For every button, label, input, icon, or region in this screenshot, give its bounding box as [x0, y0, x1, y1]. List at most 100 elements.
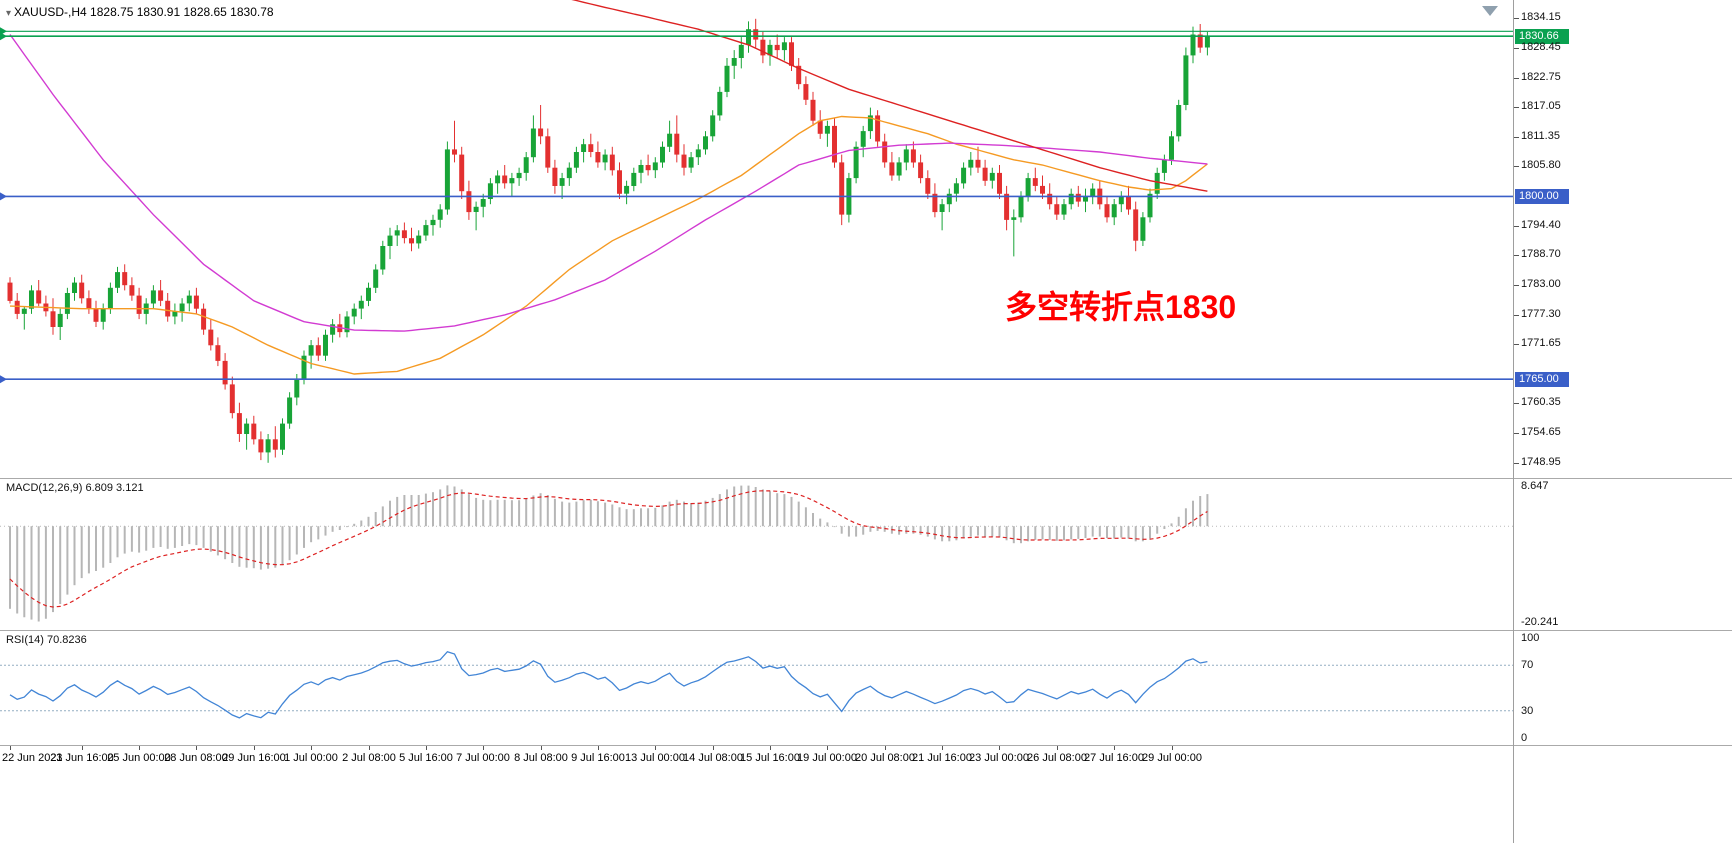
bull-candle — [1176, 105, 1182, 137]
price-tag: 1765.00 — [1515, 371, 1569, 387]
bear-candle — [774, 44, 780, 51]
bull-candle — [473, 206, 479, 212]
bull-candle — [573, 152, 579, 168]
ma-mid-magenta — [9, 34, 1208, 332]
time-axis-label: 29 Jul 00:00 — [1142, 752, 1202, 764]
bear-candle — [122, 272, 128, 286]
bull-candle — [530, 128, 536, 158]
time-axis-tick — [311, 746, 312, 750]
price-axis-tick — [1514, 285, 1519, 286]
bear-candle — [452, 149, 457, 155]
bear-candle — [817, 120, 823, 134]
bull-candle — [323, 334, 328, 356]
price-chart-canvas[interactable] — [0, 0, 1513, 478]
panel-divider-rsi[interactable] — [0, 630, 1732, 631]
price-scale-label: 1811.35 — [1521, 130, 1560, 143]
bear-candle — [36, 290, 42, 304]
bull-candle — [437, 209, 443, 220]
bear-candle — [1133, 209, 1139, 241]
bull-candle — [638, 165, 644, 173]
bear-candle — [466, 191, 472, 213]
symbol-marker-icon: ▾ — [6, 8, 12, 19]
bear-candle — [50, 311, 56, 327]
time-axis-tick — [82, 746, 83, 750]
bear-candle — [208, 329, 214, 346]
price-axis-tick — [1514, 344, 1519, 345]
macd-panel-canvas[interactable] — [0, 479, 1513, 630]
price-axis-tick — [1514, 226, 1519, 227]
annotation-text[interactable]: 多空转折点1830 — [1005, 289, 1237, 325]
bull-candle — [624, 185, 630, 194]
time-axis-label: 1 Jul 00:00 — [284, 752, 338, 764]
bear-candle — [803, 84, 809, 100]
bull-candle — [781, 42, 787, 51]
bull-candle — [244, 423, 250, 434]
bear-candle — [925, 178, 931, 194]
symbol-ohlc-label: XAUUSD-,H4 1828.75 1830.91 1828.65 1830.… — [14, 5, 274, 19]
bull-candle — [824, 125, 830, 134]
chart-shift-marker-icon[interactable] — [1482, 6, 1498, 16]
time-axis-label: 26 Jul 08:00 — [1027, 752, 1087, 764]
bull-candle — [602, 154, 608, 163]
bull-candle — [710, 115, 716, 137]
bull-candle — [903, 149, 909, 163]
bear-candle — [997, 172, 1002, 194]
bull-candle — [1068, 193, 1074, 205]
bull-candle — [1011, 217, 1017, 220]
bear-candle — [538, 128, 544, 137]
bull-candle — [1018, 196, 1024, 218]
bull-candle — [581, 144, 587, 152]
bear-candle — [215, 345, 221, 361]
bull-candle — [961, 167, 967, 184]
line-anchor-icon — [0, 192, 7, 201]
bear-candle — [1032, 178, 1038, 186]
bear-candle — [545, 136, 551, 168]
bull-candle — [1025, 178, 1031, 197]
bull-candle — [1154, 172, 1160, 194]
bear-candle — [753, 29, 759, 40]
bear-candle — [272, 439, 278, 450]
time-axis-label: 14 Jul 08:00 — [683, 752, 743, 764]
macd-scale-label: -20.241 — [1521, 615, 1559, 628]
time-axis-tick — [770, 746, 771, 750]
time-axis-tick — [139, 746, 140, 750]
time-axis[interactable]: 22 Jun 2021 23 Jun 16:00 25 Jun 00:00 28 Ju… — [0, 746, 1513, 776]
bull-candle — [72, 282, 77, 293]
rsi-line — [9, 650, 1208, 719]
bear-candle — [79, 282, 85, 299]
time-axis-label: 29 Jun 16:00 — [222, 752, 286, 764]
price-scale-label: 1760.35 — [1521, 396, 1561, 409]
time-axis-tick — [999, 746, 1000, 750]
price-axis-tick — [1514, 48, 1519, 49]
price-axis[interactable]: 1830.66 1800.00 1765.00 1834.15 1828.45 1822.… — [1513, 0, 1732, 843]
bear-candle — [251, 423, 257, 440]
time-axis-tick — [254, 746, 255, 750]
time-axis-tick — [598, 746, 599, 750]
bull-candle — [746, 29, 751, 45]
bull-candle — [1083, 196, 1088, 202]
bear-candle — [588, 144, 594, 152]
rsi-panel-canvas[interactable] — [0, 631, 1513, 745]
bull-candle — [294, 379, 300, 398]
time-axis-tick — [541, 746, 542, 750]
bull-candle — [1090, 188, 1096, 197]
bull-candle — [1204, 35, 1210, 48]
bear-candle — [459, 154, 465, 192]
bull-candle — [667, 133, 673, 147]
time-axis-label: 20 Jul 08:00 — [855, 752, 915, 764]
macd-scale-label: 8.647 — [1521, 480, 1549, 492]
time-axis-label: 23 Jun 16:00 — [50, 752, 114, 764]
bear-candle — [595, 152, 601, 163]
rsi-scale-label: 30 — [1521, 704, 1534, 717]
bull-candle — [430, 219, 436, 226]
chart-header: ▾ XAUUSD-,H4 1828.75 1830.91 1828.65 1830… — [6, 5, 274, 19]
time-axis-tick — [827, 746, 828, 750]
bear-candle — [832, 125, 837, 163]
bear-candle — [810, 99, 816, 121]
panel-divider-macd[interactable] — [0, 478, 1732, 479]
bull-candle — [652, 162, 658, 171]
bull-candle — [308, 345, 314, 356]
bull-candle — [495, 175, 501, 184]
bear-candle — [1075, 193, 1081, 202]
bull-candle — [867, 115, 873, 132]
